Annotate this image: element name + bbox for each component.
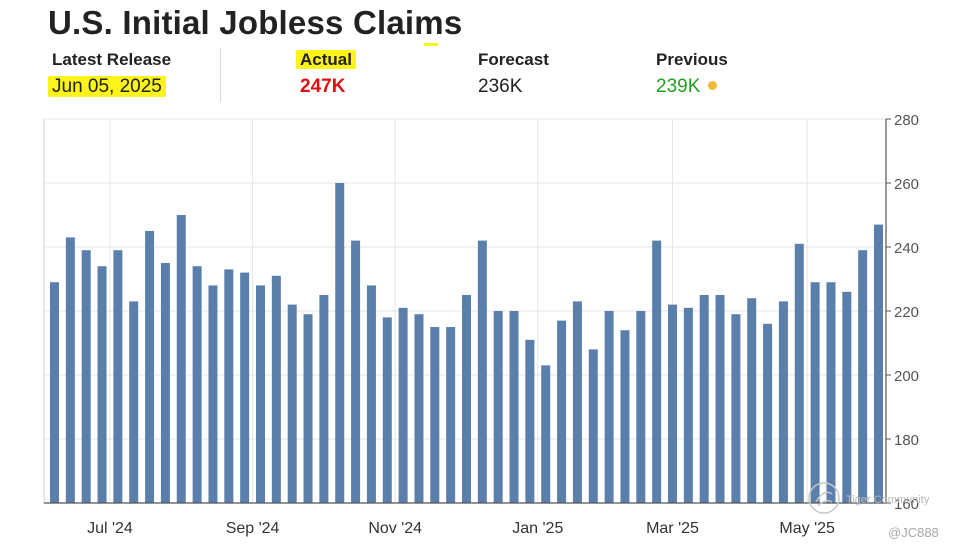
latest-release-label: Latest Release <box>52 50 172 69</box>
y-tick-label: 160 <box>894 496 919 513</box>
bar <box>113 250 123 503</box>
x-tick-label: May '25 <box>779 520 835 537</box>
stat-divider <box>220 48 221 102</box>
bar <box>224 269 234 503</box>
bar <box>763 323 773 503</box>
bar <box>97 266 107 503</box>
bar <box>683 307 693 503</box>
bar <box>525 339 535 503</box>
bar <box>541 365 551 503</box>
y-tick-label: 220 <box>894 304 919 321</box>
bar <box>826 282 836 503</box>
bar <box>874 224 883 503</box>
bar <box>256 285 265 503</box>
forecast-label: Forecast <box>478 50 549 69</box>
page-title: U.S. Initial Jobless Claims <box>48 4 463 41</box>
bar <box>287 304 297 503</box>
y-tick-label: 260 <box>894 176 919 193</box>
bar <box>493 311 503 503</box>
bar <box>572 301 582 503</box>
bar <box>842 291 852 503</box>
bar <box>557 320 567 503</box>
bar <box>747 298 757 503</box>
forecast-stat: Forecast 236K <box>478 50 549 98</box>
bar <box>731 314 741 503</box>
bar <box>208 285 218 503</box>
actual-label: Actual <box>296 50 356 69</box>
bar <box>160 263 170 503</box>
bar <box>604 311 614 503</box>
x-tick-label: Sep '24 <box>226 520 280 537</box>
bar <box>715 295 725 503</box>
tiger-logo-icon <box>808 482 840 514</box>
previous-indicator-dot <box>708 81 718 91</box>
watermark-user: @JC888 <box>888 525 939 540</box>
bar <box>778 301 788 503</box>
y-tick-label: 200 <box>894 368 919 385</box>
latest-release-value: Jun 05, 2025 <box>48 76 166 97</box>
bar <box>192 266 202 503</box>
bar <box>620 330 630 503</box>
bar <box>794 243 804 504</box>
bar <box>430 327 440 503</box>
bar <box>652 240 662 503</box>
previous-value: 239K <box>656 76 701 97</box>
latest-release-stat: Latest Release Jun 05, 2025 <box>48 50 172 98</box>
bar <box>588 349 598 503</box>
chart-bars <box>50 183 883 504</box>
bar <box>477 240 487 503</box>
bar <box>668 304 677 503</box>
bar <box>176 215 186 503</box>
bar <box>462 295 471 503</box>
previous-stat: Previous 239K <box>656 50 728 98</box>
bar <box>65 237 75 503</box>
bar <box>446 327 456 503</box>
bar <box>858 250 868 503</box>
watermark-brand: Tiger Community <box>846 494 930 506</box>
bar <box>414 314 424 503</box>
actual-stat: Actual 247K <box>296 50 356 98</box>
bar <box>129 301 139 503</box>
bar <box>636 311 646 503</box>
bar <box>240 272 250 503</box>
y-tick-label: 280 <box>894 112 919 129</box>
y-tick-label: 180 <box>894 432 919 449</box>
bar <box>810 282 820 503</box>
x-tick-label: Mar '25 <box>646 520 699 537</box>
bar <box>50 282 59 503</box>
highlight-mark <box>424 43 438 46</box>
previous-label: Previous <box>656 50 728 69</box>
bar <box>335 183 345 503</box>
bar <box>366 285 376 503</box>
bar <box>303 314 313 503</box>
actual-value: 247K <box>300 76 346 97</box>
chart-axes: 160 180 200 220 240 260 280 Jul '24 Sep '24 Nov '… <box>43 112 919 537</box>
bar <box>319 295 329 503</box>
bar <box>382 317 392 503</box>
forecast-value: 236K <box>478 76 523 97</box>
x-tick-label: Jan '25 <box>512 520 563 537</box>
bar <box>145 231 155 503</box>
y-tick-label: 240 <box>894 240 919 257</box>
x-tick-label: Nov '24 <box>368 520 422 537</box>
bar <box>271 275 281 503</box>
x-tick-label: Jul '24 <box>87 520 133 537</box>
bar <box>351 240 361 503</box>
bar <box>509 311 519 503</box>
bar <box>398 307 408 503</box>
bar <box>699 295 709 503</box>
bar <box>81 250 91 503</box>
